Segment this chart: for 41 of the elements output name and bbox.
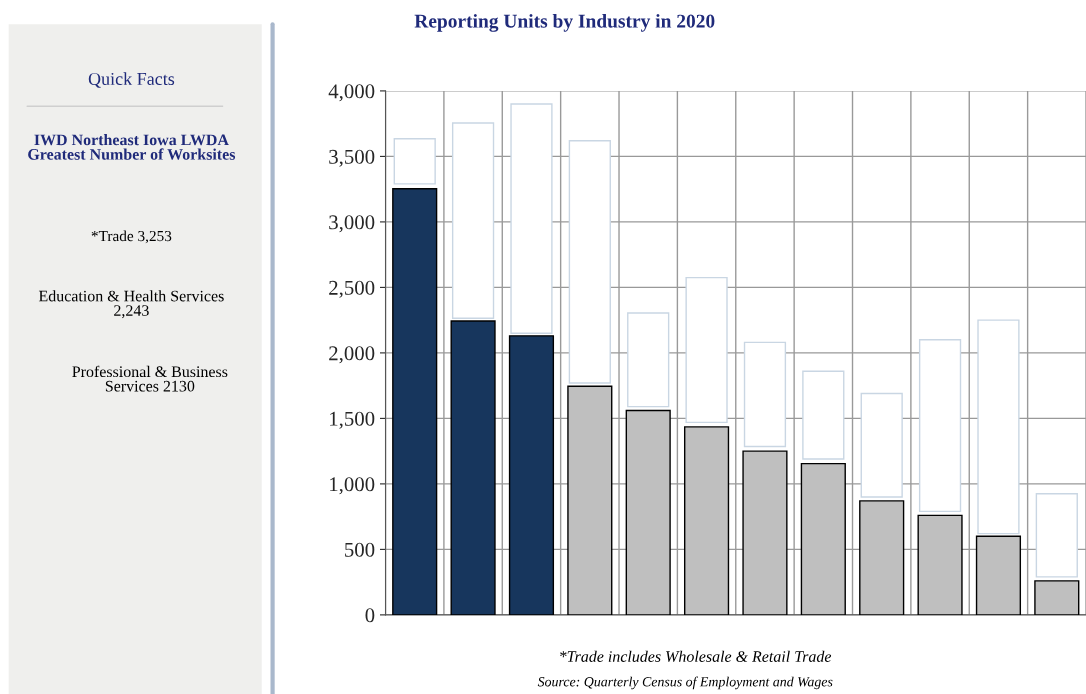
y-tick-label: 2,500 [329,280,375,298]
source-note: Source: Quarterly Census of Employment and Wages [537,676,833,690]
bar [627,312,670,408]
bar [917,514,963,615]
bar [568,139,611,384]
bar [625,409,671,615]
bar [683,426,730,615]
bar [743,341,787,448]
text: Education & Health Services 2,243 [38,290,224,319]
bar [977,319,1020,535]
bar [975,535,1022,615]
bar [450,320,496,615]
y-tick-label: 1,000 [330,477,375,495]
bar [508,335,555,615]
bar [860,392,903,498]
bar [1035,493,1078,578]
y-tick-label: 2,000 [329,346,375,364]
bar [685,276,728,424]
bar [510,103,553,334]
bar [392,188,438,615]
text: Professional & Business Services 2130 [72,365,228,392]
text: *Trade includes Wholesale & Retail Trade [560,650,832,662]
y-tick-label: 0 [365,608,375,623]
bar [859,500,905,615]
bar [742,450,788,615]
bar [393,138,436,185]
bar [1034,580,1080,615]
bar [800,462,846,615]
text: *Trade 3,253 [91,230,172,244]
bar [918,339,962,513]
bar [451,122,495,319]
y-tick-label: 3,500 [329,149,375,167]
text: Quick Facts [88,72,175,88]
bar [802,370,845,460]
text: IWD Northeast Iowa LWDA Greatest Number of Worksites [28,134,236,160]
y-tick-label: 3,000 [329,215,375,233]
y-tick-label: 1,500 [330,411,375,429]
y-tick-label: 4,000 [328,84,375,102]
y-tick-label: 500 [345,542,375,557]
bar [567,385,613,615]
chart-title: Reporting Units by Industry in 2020 [414,14,715,32]
